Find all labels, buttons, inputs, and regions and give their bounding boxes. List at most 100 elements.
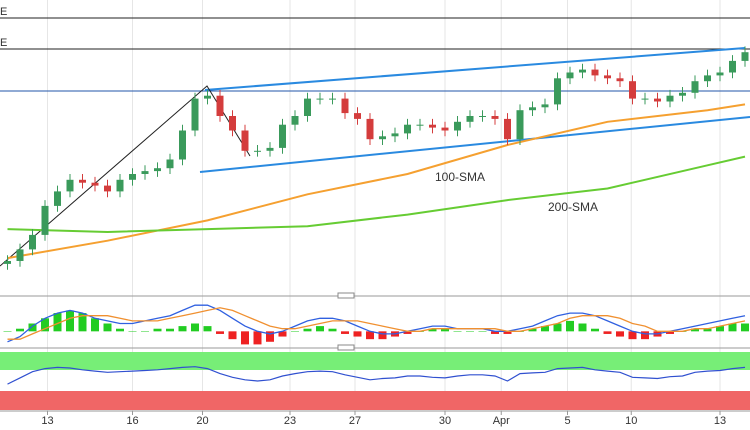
oversold-band — [0, 391, 750, 410]
candle-body — [391, 133, 399, 137]
histogram-bar — [78, 313, 87, 332]
candle-body — [554, 78, 561, 105]
x-tick-label: 20 — [196, 415, 208, 427]
histogram-bar — [316, 326, 324, 332]
candle-body — [491, 116, 499, 119]
candle-body — [204, 95, 211, 99]
x-tick-label: 23 — [284, 415, 296, 427]
candle-body — [366, 118, 374, 140]
candle-body — [579, 69, 586, 73]
candle-body — [79, 179, 86, 183]
candle-body — [154, 168, 161, 172]
x-tick-label: 5 — [564, 415, 570, 427]
panel-handle[interactable] — [337, 292, 355, 299]
histogram-bar — [228, 331, 237, 340]
corner-label: E — [0, 6, 7, 18]
candle-body — [241, 130, 249, 151]
histogram-bar — [403, 331, 412, 334]
candle-body — [454, 121, 461, 131]
histogram-bar — [491, 331, 499, 334]
histogram-bar — [703, 328, 712, 332]
candle-body — [529, 107, 536, 111]
histogram-bar — [278, 331, 287, 337]
candle-body — [216, 95, 224, 116]
histogram-bar — [241, 331, 249, 345]
histogram-bar — [666, 331, 674, 334]
histogram-bar — [641, 331, 649, 340]
histogram-bar — [691, 328, 699, 332]
candle-body — [379, 136, 386, 140]
candle-body — [29, 234, 36, 250]
histogram-bar — [41, 318, 49, 332]
series-label: 100-SMA — [435, 170, 485, 184]
histogram-bar — [253, 331, 262, 345]
histogram-bar — [328, 328, 337, 332]
histogram-bar — [128, 331, 137, 332]
candle-body — [679, 92, 686, 96]
histogram-bar — [203, 326, 212, 332]
candle-body — [116, 179, 124, 192]
sma-line — [7, 103, 746, 260]
macd-line — [7, 304, 746, 343]
candle-body — [654, 98, 661, 102]
candle-body — [66, 179, 74, 192]
candle-body — [179, 130, 186, 160]
histogram-bar — [453, 331, 462, 332]
candle-body — [416, 124, 424, 126]
candle-body — [166, 159, 174, 169]
histogram-bar — [166, 328, 174, 332]
histogram-bar — [578, 323, 587, 332]
histogram-bar — [153, 328, 162, 332]
candle-body — [279, 124, 286, 148]
histogram-bar — [541, 326, 549, 332]
candle-body — [429, 124, 436, 128]
histogram-bar — [716, 326, 724, 332]
histogram-bar — [378, 331, 387, 340]
candle-body — [691, 81, 699, 93]
candle-body — [616, 78, 624, 82]
histogram-bar — [741, 323, 749, 332]
candle-body — [641, 98, 649, 100]
rsi-line — [7, 366, 746, 385]
candle-body — [741, 52, 749, 61]
histogram-bar — [466, 331, 474, 332]
histogram-bar — [291, 331, 299, 332]
histogram-bar — [628, 331, 637, 340]
overbought-band — [0, 352, 750, 370]
candle-body — [591, 69, 599, 76]
histogram-bar — [216, 331, 224, 334]
candle-body — [341, 98, 349, 114]
zigzag — [0, 85, 251, 267]
histogram-bar — [341, 331, 349, 334]
x-tick-label: 10 — [625, 415, 637, 427]
histogram-bar — [16, 328, 24, 332]
candle-body — [504, 118, 511, 140]
grid — [47, 0, 721, 411]
macd-line — [7, 307, 746, 340]
histogram-bar — [103, 323, 112, 332]
candle-body — [141, 171, 149, 174]
candle-body — [666, 95, 674, 102]
candle-body — [104, 185, 111, 192]
candle-body — [704, 75, 711, 82]
histogram-bar — [191, 323, 199, 332]
candle-body — [191, 98, 199, 131]
histogram-bar — [503, 331, 512, 334]
candle-body — [304, 98, 311, 116]
candle-body — [629, 81, 636, 99]
panel-handle[interactable] — [337, 344, 355, 351]
corner-label: E — [0, 37, 7, 49]
candle-body — [716, 72, 724, 76]
histogram-bar — [53, 313, 62, 332]
candle-body — [16, 249, 24, 261]
candle-body — [354, 113, 361, 119]
x-tick-label: 13 — [41, 415, 53, 427]
histogram-bar — [553, 323, 562, 332]
histogram-bar — [728, 323, 737, 332]
trendline — [199, 116, 750, 173]
histogram-bar — [178, 326, 187, 332]
x-tick-label: 13 — [714, 415, 726, 427]
candle-body — [291, 116, 299, 125]
candle-body — [254, 150, 261, 152]
